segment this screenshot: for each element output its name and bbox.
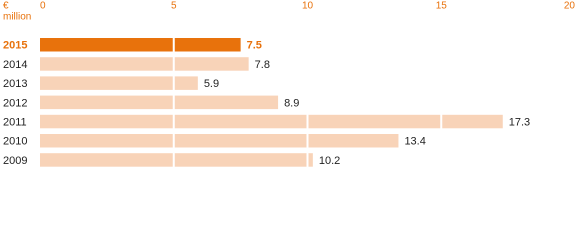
bar [40, 38, 241, 52]
category-label: 2012 [3, 97, 27, 109]
bar [40, 95, 279, 110]
bar [40, 76, 198, 90]
category-label: 2014 [3, 59, 27, 71]
page: € million 2015 7.5 2014 7.8 2013 5.9 2012 8.9 20… [3, 0, 576, 168]
bar [40, 114, 503, 129]
x-tick-label: 0 [40, 1, 46, 12]
x-tick-label: 20 [564, 1, 576, 12]
value-label: 17.3 [509, 116, 530, 128]
value-label: 10.2 [319, 155, 340, 167]
category-label: 2011 [3, 116, 27, 128]
category-label: 2013 [3, 78, 27, 90]
value-label: 7.5 [247, 40, 262, 52]
x-tick-label: 15 [436, 1, 448, 12]
value-label: 7.8 [255, 59, 270, 71]
x-tick-label: 10 [302, 1, 314, 12]
x-tick-label: 5 [171, 1, 177, 12]
bar [40, 134, 399, 148]
value-label: 5.9 [204, 78, 219, 90]
value-label: 13.4 [404, 136, 425, 148]
unit-label: million [3, 12, 31, 23]
bar [40, 57, 249, 71]
category-label: 2015 [3, 40, 27, 52]
category-label: 2009 [3, 155, 27, 167]
category-label: 2010 [3, 136, 27, 148]
unit-symbol: € [3, 1, 9, 12]
value-label: 8.9 [284, 97, 299, 109]
bar [40, 153, 313, 167]
